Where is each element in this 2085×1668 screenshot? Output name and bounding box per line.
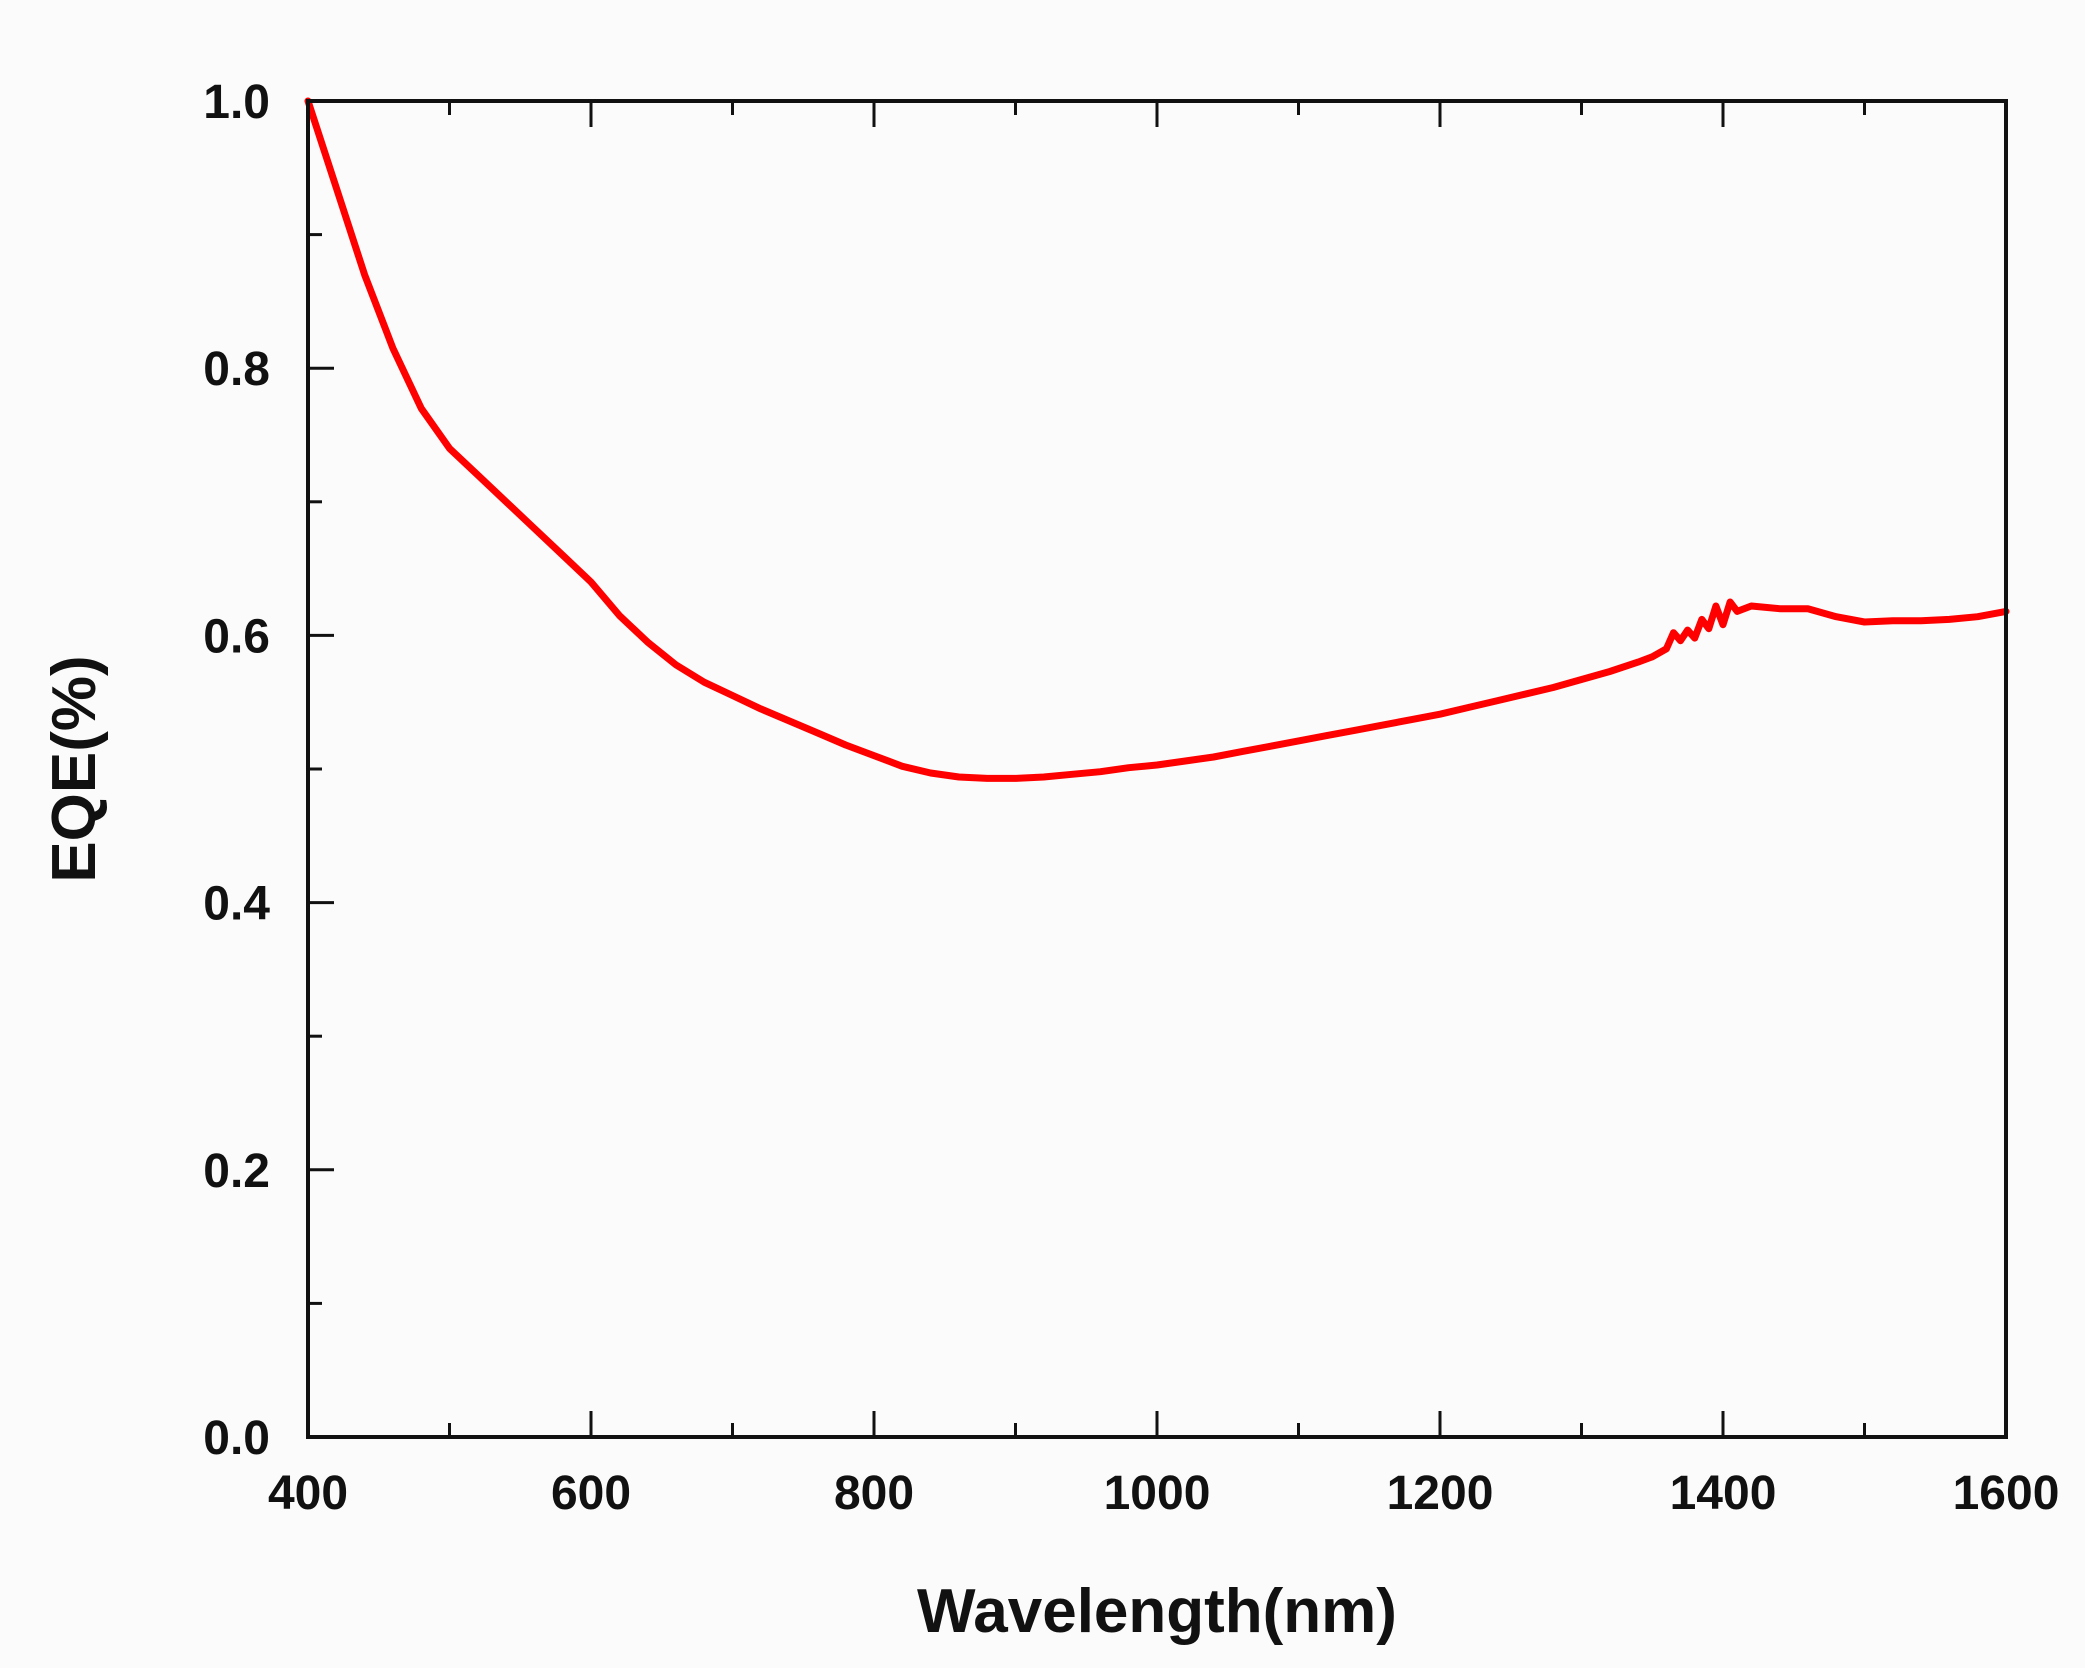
series-layer <box>304 97 2010 782</box>
eqe-series-line <box>304 97 2010 782</box>
x-tick-label: 1000 <box>1104 1467 1211 1520</box>
y-tick-label: 0.4 <box>203 878 270 931</box>
x-tick-label: 400 <box>268 1467 348 1520</box>
x-tick-label: 1400 <box>1670 1467 1777 1520</box>
x-axis-title: Wavelength(nm) <box>917 1577 1397 1646</box>
x-tick-label: 600 <box>551 1467 631 1520</box>
tick-labels-layer: 400 600 800 1000 1200 1400 1600 0.0 0.2 0.4 0.6 0.8… <box>203 76 2059 1520</box>
x-tick-label: 1200 <box>1387 1467 1494 1520</box>
y-tick-label: 0.2 <box>203 1145 270 1198</box>
x-tick-label: 1600 <box>1953 1467 2060 1520</box>
y-tick-label: 0.6 <box>203 610 270 663</box>
y-tick-label: 1.0 <box>203 76 270 129</box>
y-tick-label: 0.0 <box>203 1412 270 1465</box>
ticks-layer <box>306 99 2008 1439</box>
x-tick-label: 800 <box>834 1467 914 1520</box>
y-tick-label: 0.8 <box>203 343 270 396</box>
y-axis-title: EQE(%) <box>40 655 109 882</box>
